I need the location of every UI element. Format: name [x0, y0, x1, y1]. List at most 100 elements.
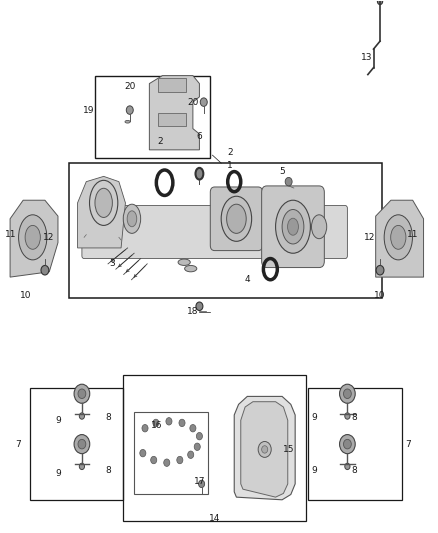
- Polygon shape: [241, 402, 288, 497]
- Text: 12: 12: [364, 233, 375, 242]
- Ellipse shape: [99, 196, 108, 209]
- Circle shape: [153, 419, 159, 426]
- Text: 5: 5: [279, 166, 285, 175]
- Ellipse shape: [25, 225, 40, 249]
- Bar: [123, 375, 306, 521]
- Text: 2: 2: [157, 138, 163, 147]
- Circle shape: [345, 463, 350, 470]
- Text: 10: 10: [20, 291, 31, 300]
- Circle shape: [177, 456, 183, 464]
- Ellipse shape: [226, 204, 246, 233]
- Circle shape: [258, 441, 271, 457]
- Bar: [308, 389, 402, 500]
- Circle shape: [142, 424, 148, 432]
- Text: 1: 1: [227, 161, 233, 170]
- FancyBboxPatch shape: [82, 206, 347, 259]
- Text: 3: 3: [110, 260, 115, 268]
- Text: 15: 15: [283, 445, 294, 454]
- Text: 14: 14: [209, 514, 220, 523]
- Ellipse shape: [195, 168, 203, 180]
- Polygon shape: [234, 397, 295, 500]
- Circle shape: [261, 446, 268, 453]
- Circle shape: [78, 389, 86, 399]
- Circle shape: [187, 451, 194, 458]
- Circle shape: [78, 439, 86, 449]
- Bar: [134, 413, 208, 495]
- Text: 20: 20: [124, 82, 135, 91]
- Text: 17: 17: [194, 477, 205, 486]
- Circle shape: [74, 384, 90, 403]
- Circle shape: [79, 463, 85, 470]
- Circle shape: [179, 419, 185, 426]
- Circle shape: [343, 389, 351, 399]
- Circle shape: [285, 177, 292, 186]
- Circle shape: [378, 0, 383, 5]
- Text: 8: 8: [351, 413, 357, 422]
- Circle shape: [190, 424, 196, 432]
- Text: 13: 13: [361, 53, 373, 62]
- Polygon shape: [149, 76, 199, 150]
- Circle shape: [376, 265, 384, 275]
- Text: 19: 19: [83, 106, 94, 115]
- Circle shape: [196, 302, 203, 311]
- Circle shape: [74, 434, 90, 454]
- Text: 2: 2: [227, 148, 233, 157]
- Circle shape: [164, 459, 170, 466]
- Ellipse shape: [178, 259, 190, 265]
- Ellipse shape: [185, 265, 197, 272]
- Ellipse shape: [288, 218, 298, 235]
- Ellipse shape: [391, 225, 406, 249]
- Ellipse shape: [221, 196, 252, 241]
- Text: 16: 16: [152, 421, 163, 430]
- Text: 12: 12: [43, 233, 54, 242]
- Text: 8: 8: [105, 413, 111, 422]
- Text: 9: 9: [312, 413, 318, 422]
- Polygon shape: [78, 176, 125, 248]
- Ellipse shape: [95, 188, 113, 217]
- Circle shape: [166, 418, 172, 425]
- Circle shape: [339, 384, 355, 403]
- Ellipse shape: [88, 179, 119, 227]
- Bar: [95, 76, 210, 158]
- Text: 9: 9: [312, 466, 318, 475]
- Text: 7: 7: [406, 440, 411, 449]
- Bar: [158, 78, 186, 92]
- Ellipse shape: [125, 120, 130, 123]
- Circle shape: [200, 98, 207, 107]
- Text: 11: 11: [5, 230, 17, 239]
- Circle shape: [198, 480, 205, 488]
- Circle shape: [196, 432, 202, 440]
- Text: 20: 20: [187, 98, 198, 107]
- Circle shape: [79, 413, 85, 419]
- Polygon shape: [10, 200, 58, 277]
- FancyBboxPatch shape: [261, 186, 324, 268]
- Bar: [30, 389, 123, 500]
- Circle shape: [339, 434, 355, 454]
- Circle shape: [194, 443, 200, 450]
- Text: 8: 8: [351, 466, 357, 475]
- Text: 7: 7: [15, 440, 21, 449]
- Ellipse shape: [94, 187, 113, 219]
- Circle shape: [126, 106, 133, 114]
- Ellipse shape: [276, 200, 311, 253]
- Text: 18: 18: [187, 307, 199, 316]
- Ellipse shape: [311, 215, 327, 239]
- Ellipse shape: [127, 211, 137, 227]
- Circle shape: [151, 456, 157, 464]
- Text: 8: 8: [105, 466, 111, 475]
- Text: 10: 10: [374, 291, 386, 300]
- Bar: [158, 113, 186, 126]
- Ellipse shape: [18, 215, 47, 260]
- Circle shape: [41, 265, 49, 275]
- Text: 9: 9: [55, 416, 61, 425]
- Circle shape: [343, 439, 351, 449]
- Text: 9: 9: [55, 469, 61, 478]
- Text: 4: 4: [244, 275, 250, 284]
- Ellipse shape: [282, 209, 304, 244]
- Ellipse shape: [123, 204, 141, 233]
- Circle shape: [140, 449, 146, 457]
- Text: 11: 11: [407, 230, 418, 239]
- Bar: [69, 163, 382, 298]
- Circle shape: [345, 413, 350, 419]
- Polygon shape: [376, 200, 424, 277]
